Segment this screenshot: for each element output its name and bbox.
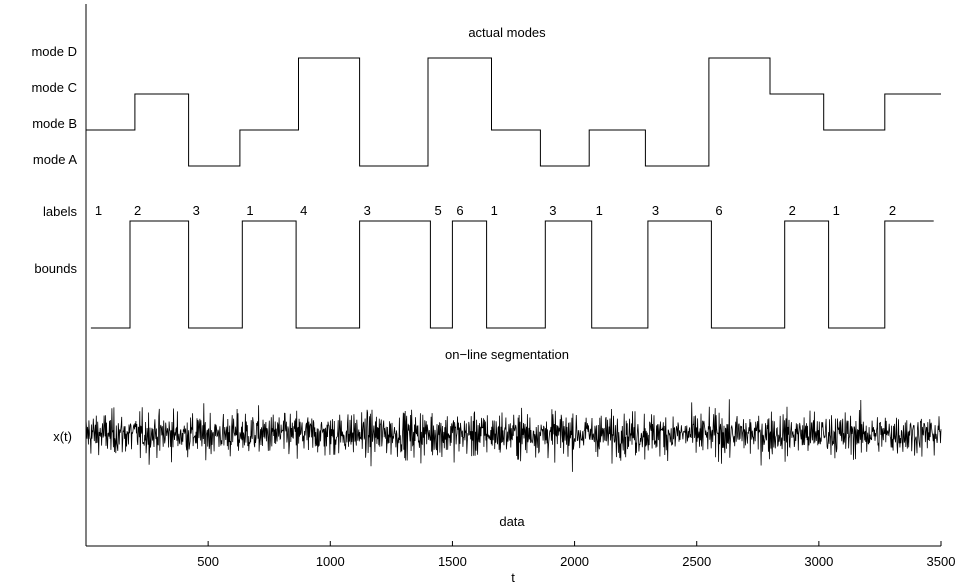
x-ticks: 500 1000 1500 2000 2500 3000 3500 — [197, 541, 955, 569]
segment-label: 4 — [300, 203, 307, 218]
segment-label: 1 — [246, 203, 253, 218]
segment-label: 3 — [549, 203, 556, 218]
segment-label: 1 — [95, 203, 102, 218]
segment-label: 3 — [193, 203, 200, 218]
segment-label: 1 — [596, 203, 603, 218]
segmentation-bounds-line — [90, 220, 934, 329]
x-axis-label: t — [511, 570, 515, 585]
segment-label: 3 — [364, 203, 371, 218]
segment-label: 6 — [715, 203, 722, 218]
segment-label: 5 — [434, 203, 441, 218]
x-tick-label: 3500 — [927, 554, 956, 569]
x-tick-label: 2500 — [682, 554, 711, 569]
mode-level-labels: mode A mode B mode C mode D — [31, 44, 77, 167]
labels-axis-label: labels — [43, 204, 77, 219]
mode-level-label: mode B — [32, 116, 77, 131]
segment-label: 2 — [134, 203, 141, 218]
segment-label: 1 — [491, 203, 498, 218]
modes-panel-title: actual modes — [468, 25, 546, 40]
mode-level-label: mode D — [31, 44, 77, 59]
segment-label: 2 — [789, 203, 796, 218]
segmentation-panel-title: on−line segmentation — [445, 347, 569, 362]
x-tick-label: 1500 — [438, 554, 467, 569]
segment-label: 2 — [889, 203, 896, 218]
signal-axis-label: x(t) — [53, 429, 72, 444]
segment-label: 1 — [833, 203, 840, 218]
signal-data-line — [85, 399, 942, 472]
x-tick-label: 2000 — [560, 554, 589, 569]
segment-label: 3 — [652, 203, 659, 218]
x-tick-label: 1000 — [316, 554, 345, 569]
x-tick-label: 3000 — [804, 554, 833, 569]
x-tick-label: 500 — [197, 554, 219, 569]
segment-label: 6 — [456, 203, 463, 218]
signal-annotation: data — [499, 514, 525, 529]
bounds-axis-label: bounds — [34, 261, 77, 276]
actual-modes-line — [86, 57, 941, 167]
mode-level-label: mode A — [33, 152, 77, 167]
mode-level-label: mode C — [31, 80, 77, 95]
